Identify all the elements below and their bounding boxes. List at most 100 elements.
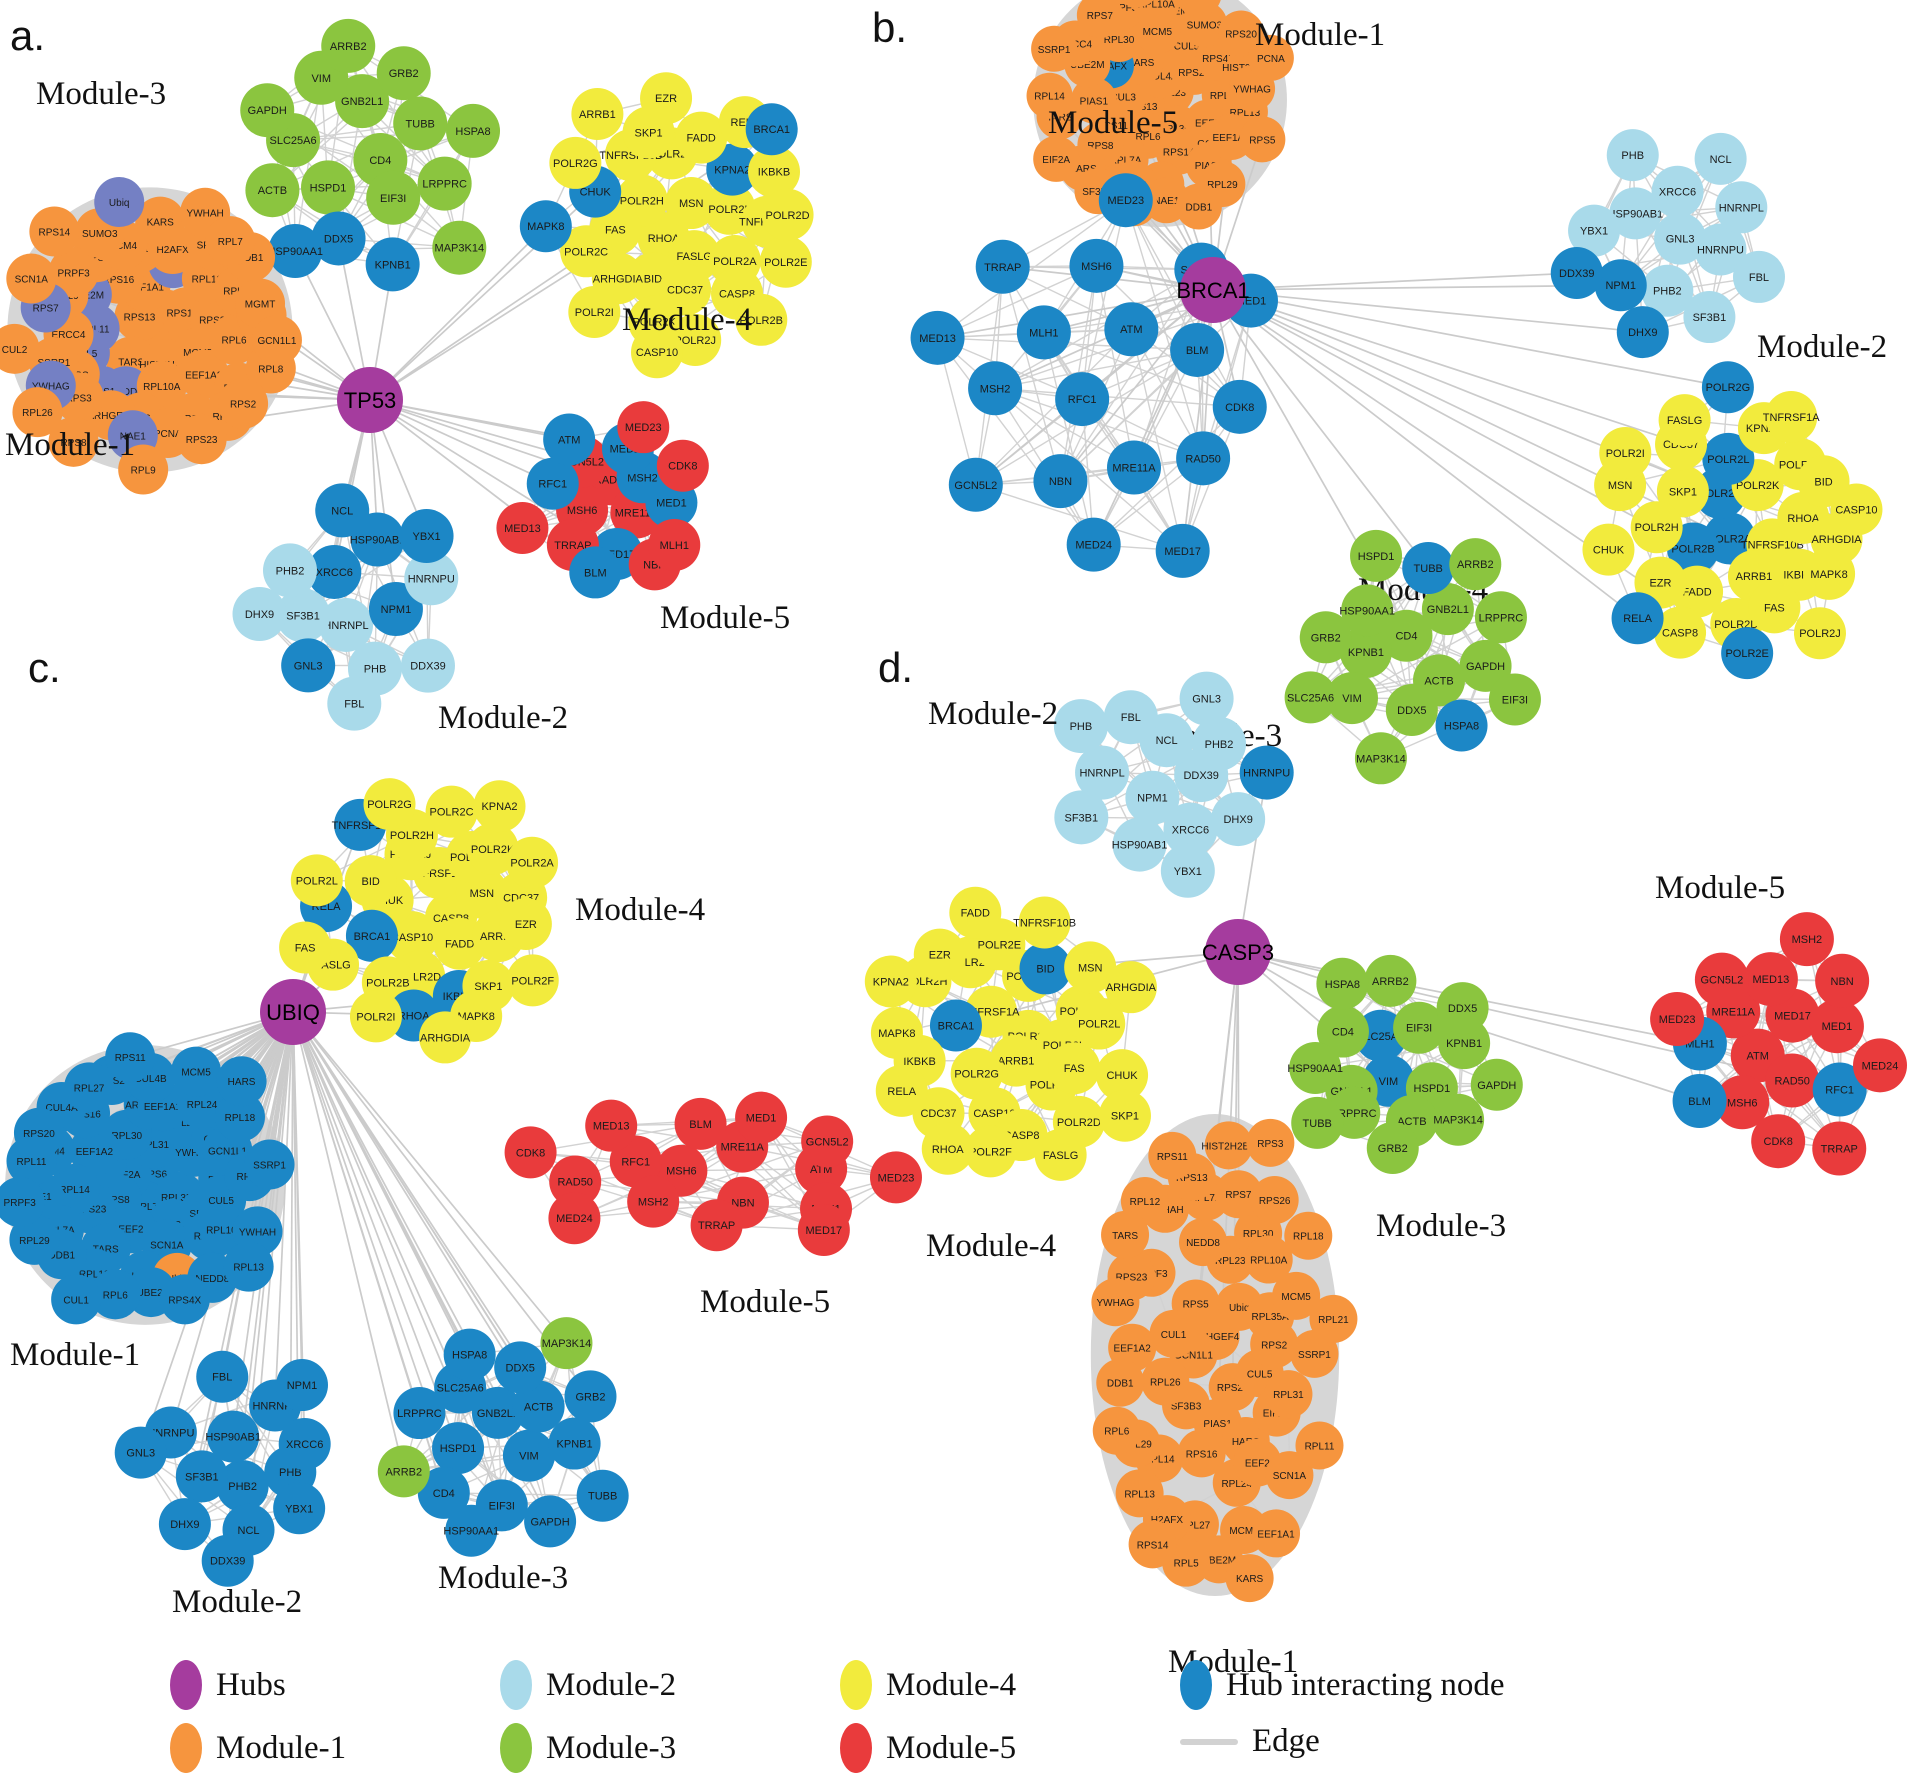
node-FBL (1103, 690, 1158, 745)
node-label: PHB (364, 664, 387, 676)
node-KARS (1225, 1554, 1274, 1603)
node-label: NEDD8 (1186, 1238, 1220, 1249)
node-label: RPS5 (1249, 135, 1276, 146)
node-ARRB2 (1449, 538, 1502, 591)
node-RPL6 (90, 1269, 141, 1320)
node-label: GNL3 (1192, 694, 1221, 706)
node-label: RPS3 (1257, 1139, 1284, 1150)
node-HSPD1 (432, 1422, 485, 1475)
node-MED24 (548, 1192, 601, 1245)
node-label: RPS26 (1259, 1196, 1291, 1207)
node-label: RELA (1623, 613, 1652, 625)
node-label: MAP3K14 (542, 1338, 592, 1350)
node-label: GAPDH (1477, 1080, 1516, 1092)
module-b-module-2: GNL3 PHB2 HSP90AB1 HNRNPU NPM1 XRCC6 SF3B1 YBX1… (1550, 129, 1785, 359)
node-label: DHX9 (1628, 327, 1657, 339)
node-label: MED23 (1659, 1014, 1696, 1026)
node-label: DHX9 (1223, 814, 1252, 826)
node-TUBB (1291, 1096, 1344, 1149)
node-label: RPL30 (1243, 1229, 1274, 1240)
module-d-module-4: POLR2JARRB1TNFRSF1APOLR2IPOLR2GPOLR2KPOL… (864, 886, 1157, 1181)
hub-edge (292, 1011, 592, 1397)
hub-edge (1212, 289, 1639, 619)
node-label: NBN (1049, 476, 1072, 488)
node-label: EEF2 (1245, 1459, 1270, 1470)
node-EEF1A1 (1252, 1509, 1301, 1558)
node-label: RPL21 (1183, 0, 1214, 1)
hub-edge (292, 1011, 568, 1344)
panel-d: DDX39 NPM1 NCL XRCC6 HNRNPL PHB2 HSP90AB1 FBL DH… (864, 644, 1908, 1680)
node-label: TARS (93, 1245, 119, 1256)
node-HSP90AB1 (1112, 817, 1167, 872)
node-RAD50 (1176, 431, 1231, 486)
node-label: FASLG (677, 251, 712, 263)
node-label: CD4 (369, 155, 391, 167)
node-MED13 (496, 502, 549, 555)
node-label: ARRB1 (579, 109, 616, 121)
node-label: RPL10A (1138, 0, 1176, 11)
node-label: MRE11A (1712, 1006, 1756, 1018)
hub-edge (1212, 289, 1730, 540)
module-c-module-5: MSH6MRE11ANBNRFC1ATMMSH2BLMMLH1RAD50GCN5… (504, 1091, 922, 1257)
node-CHUK (1582, 523, 1635, 576)
node-label: GCN5L2 (1700, 975, 1743, 987)
node-label: POLR2A (1708, 533, 1752, 545)
node-label: MSH2 (980, 383, 1011, 395)
node-label: HSPA8 (1444, 721, 1479, 733)
node-label: MED13 (504, 523, 541, 535)
node-label: EZR (655, 93, 677, 105)
node-label: FBL (1749, 272, 1769, 284)
node-label: HNRNPU (408, 573, 455, 585)
node-label: CUL1 (1161, 1330, 1187, 1341)
node-MED13 (1743, 952, 1798, 1007)
node-GRB2 (1299, 611, 1352, 664)
node-MSH2 (627, 1175, 680, 1228)
node-label: GNL3 (126, 1448, 155, 1460)
node-label: IKBKB (903, 1056, 935, 1068)
node-label: PCNA (1257, 54, 1285, 65)
node-label: NPM1 (1137, 793, 1168, 805)
node-label: MSH2 (1792, 934, 1823, 946)
node-label: RPL10A (206, 1225, 244, 1236)
hub-edge (292, 1011, 471, 1356)
node-FAS (1748, 581, 1801, 634)
node-label: MCM4 (108, 241, 138, 252)
hub-edge (292, 1011, 530, 1457)
node-label: RPS23 (186, 435, 218, 446)
node-label: YBX1 (1174, 866, 1202, 878)
node-label: HSPA8 (452, 1350, 487, 1362)
node-label: FASLG (1043, 1150, 1078, 1162)
node-NPM1 (1125, 770, 1180, 825)
node-POLR2F (506, 954, 559, 1007)
node-label: POLR2K (471, 844, 515, 856)
node-TARS (1101, 1210, 1150, 1259)
node-label: MSN (470, 888, 495, 900)
node-label: MED13 (919, 333, 956, 345)
node-POLR2C (425, 785, 478, 838)
hub-node-BRCA1 (1180, 257, 1246, 323)
node-label: EEF1A1 (127, 283, 165, 294)
node-label: POLR2G (367, 799, 412, 811)
node-RPS14 (1128, 1520, 1177, 1569)
node-label: ARRB2 (330, 41, 367, 53)
module-c-module-1: RPS6RPL7EIF2ARPL35ARPS8RPL31PIAS1RPS7YWH… (0, 1032, 295, 1325)
node-label: MED24 (1862, 1060, 1899, 1072)
node-label: SSRP1 (253, 1161, 286, 1172)
node-label: ARRB1 (998, 1056, 1035, 1068)
node-label: SKP1 (1111, 1111, 1139, 1123)
node-POLR2I (349, 990, 402, 1043)
node-DHX9 (1616, 306, 1669, 359)
node-label: YWHAG (1233, 85, 1271, 96)
node-RFC1 (1812, 1062, 1867, 1117)
node-label: RPS14 (1163, 148, 1195, 159)
node-label: SUMO3 (1187, 21, 1223, 32)
node-label: BLM (1688, 1096, 1711, 1108)
edge (403, 1366, 521, 1472)
node-label: CD4 (1332, 1027, 1354, 1039)
node-label: MED23 (1107, 195, 1144, 207)
node-label: GRB2 (1311, 632, 1341, 644)
node-label: MED13 (1753, 974, 1790, 986)
node-label: FADD (961, 908, 990, 920)
node-label: POLR2L (1078, 1019, 1120, 1031)
node-NPM1 (368, 582, 423, 637)
